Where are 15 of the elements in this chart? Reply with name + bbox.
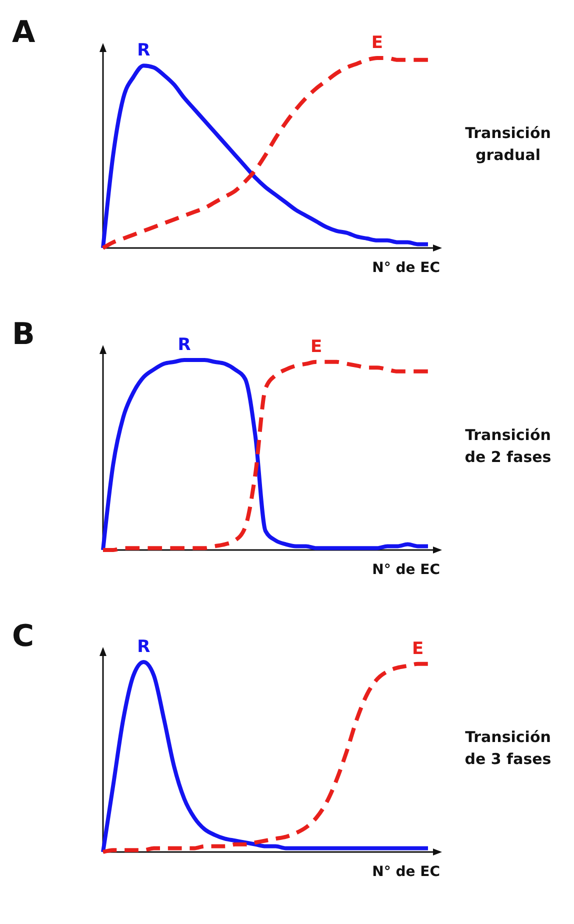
- series-label: R: [137, 637, 150, 657]
- chart-title: C: [12, 619, 34, 654]
- series-label: R: [178, 335, 191, 355]
- text: Transición de 2 fases: [464, 426, 552, 466]
- x-axis-title: N° de EC: [372, 562, 440, 578]
- chart-title: B: [12, 317, 35, 352]
- series-label: R: [137, 40, 150, 61]
- x-axis-title: N° de EC: [372, 864, 440, 880]
- series-label: E: [310, 336, 322, 357]
- text: Transición de 3 fases: [464, 728, 552, 768]
- series-label: E: [371, 33, 384, 53]
- series-label: E: [412, 638, 424, 659]
- x-axis-title: N° de EC: [372, 260, 440, 276]
- text: Transición gradual: [465, 124, 551, 164]
- chart-title: A: [12, 15, 36, 50]
